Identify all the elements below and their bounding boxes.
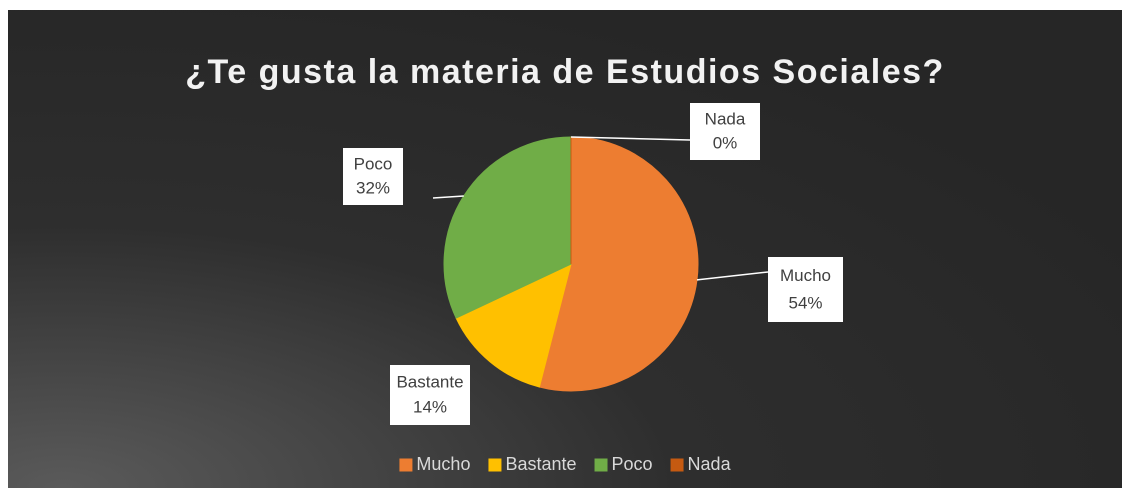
data-label-box [768, 257, 843, 322]
chart-title: ¿Te gusta la materia de Estudios Sociale… [185, 53, 945, 91]
data-label-box [690, 103, 760, 160]
data-label-category: Mucho [780, 266, 831, 285]
leader-line [696, 271, 769, 281]
leader-line [432, 195, 464, 199]
legend-swatch [670, 458, 684, 472]
data-label-value: 14% [413, 398, 447, 417]
data-label-category: Nada [705, 110, 746, 129]
legend-swatch [594, 458, 608, 472]
legend-label: Poco [612, 454, 653, 474]
data-label-box [390, 365, 470, 425]
data-label-value: 54% [788, 293, 822, 312]
legend-label: Bastante [505, 454, 576, 474]
pie-slice [455, 263, 572, 388]
data-label-value: 0% [713, 134, 738, 153]
pie-slice [538, 136, 699, 392]
data-label-category: Poco [354, 155, 393, 174]
data-label-value: 32% [356, 179, 390, 198]
legend-swatch [399, 458, 413, 472]
data-label-box [343, 148, 403, 205]
legend-swatch [488, 458, 502, 472]
legend-label: Mucho [416, 454, 470, 474]
leader-line [570, 136, 691, 141]
data-label-category: Bastante [396, 372, 463, 391]
legend-label: Nada [688, 454, 732, 474]
